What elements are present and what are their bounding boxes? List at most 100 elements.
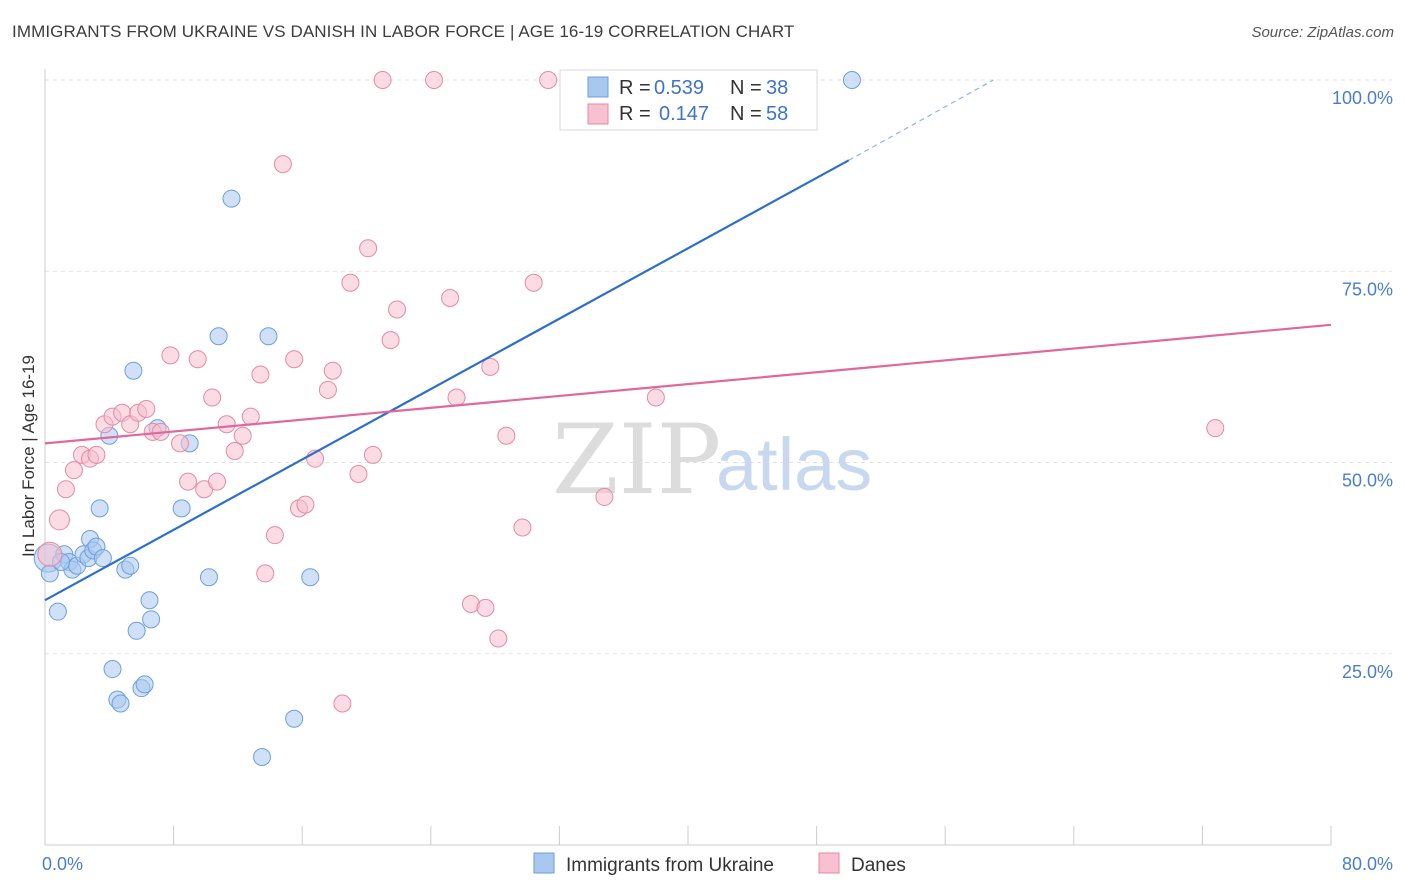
danes-point	[323, 361, 342, 380]
ukraine-point	[301, 568, 320, 587]
danes-point	[285, 350, 304, 369]
series-ukraine-points	[33, 71, 861, 767]
ukraine-point	[124, 361, 143, 380]
legend-r-label: R =	[619, 103, 651, 125]
danes-point	[646, 388, 665, 407]
danes-point	[296, 495, 315, 514]
legend-swatch-ukraine	[587, 76, 609, 98]
ukraine-point	[121, 556, 140, 575]
ukraine-point	[172, 499, 191, 518]
danes-point	[56, 480, 75, 499]
danes-point	[48, 509, 70, 531]
ukraine-point	[111, 694, 130, 713]
x-tick-label: 0.0%	[42, 854, 83, 874]
danes-point	[441, 289, 460, 308]
chart-title: IMMIGRANTS FROM UKRAINE VS DANISH IN LAB…	[12, 22, 795, 41]
danes-point	[203, 388, 222, 407]
ukraine-point	[285, 709, 304, 728]
danes-point	[137, 399, 156, 418]
danes-point	[489, 629, 508, 648]
bottom-legend-swatch-ukraine	[533, 852, 555, 874]
grid-lines	[45, 79, 1392, 655]
bottom-legend-label-ukraine: Immigrants from Ukraine	[566, 855, 774, 876]
danes-point	[524, 273, 543, 292]
ukraine-point	[142, 610, 161, 629]
bottom-legend-label-danes: Danes	[851, 855, 906, 876]
ukraine-point	[140, 591, 159, 610]
danes-point	[273, 155, 292, 174]
y-tick-label: 25.0%	[1342, 662, 1393, 682]
danes-regression-line	[44, 323, 1332, 445]
ukraine-point	[199, 568, 218, 587]
danes-point	[37, 541, 63, 567]
ukraine-regression-line	[44, 159, 850, 602]
danes-point	[208, 472, 227, 491]
x-tick-label: 80.0%	[1342, 854, 1393, 874]
danes-point	[447, 388, 466, 407]
danes-point	[349, 464, 368, 483]
danes-point	[265, 526, 284, 545]
bottom-legend-swatch-danes	[818, 852, 840, 874]
danes-point	[1206, 419, 1225, 438]
danes-point	[161, 346, 180, 365]
danes-point	[497, 426, 516, 445]
ukraine-point	[222, 189, 241, 208]
ukraine-point	[209, 327, 228, 346]
danes-point	[64, 461, 83, 480]
danes-point	[251, 365, 270, 384]
danes-point	[217, 415, 236, 434]
watermark-zip: ZIP	[552, 404, 721, 516]
danes-point	[333, 694, 352, 713]
legend-n-value: 38	[766, 77, 788, 99]
y-tick-label: 50.0%	[1342, 471, 1393, 491]
danes-point	[476, 598, 495, 617]
watermark: ZIP atlas	[552, 404, 872, 516]
legend-n-label: N =	[730, 103, 762, 125]
legend-swatch-danes	[587, 103, 609, 125]
legend-r-label: R =	[619, 77, 651, 99]
ukraine-point	[103, 660, 122, 679]
danes-point	[359, 239, 378, 258]
ukraine-point	[259, 327, 278, 346]
danes-point	[513, 518, 532, 537]
danes-point	[233, 426, 252, 445]
danes-point	[341, 273, 360, 292]
danes-point	[241, 407, 260, 426]
series-danes-points	[37, 71, 1225, 713]
regression-lines	[44, 79, 1332, 602]
legend-n-label: N =	[730, 77, 762, 99]
legend-n-value: 58	[766, 103, 788, 125]
danes-point	[171, 434, 190, 453]
axes	[44, 69, 1332, 846]
danes-point	[87, 445, 106, 464]
danes-point	[539, 71, 558, 89]
ukraine-point	[127, 621, 146, 640]
watermark-atlas: atlas	[716, 423, 872, 506]
ukraine-point	[90, 499, 109, 518]
danes-point	[318, 380, 337, 399]
danes-point	[373, 71, 392, 89]
danes-point	[225, 442, 244, 461]
danes-point	[425, 71, 444, 89]
ukraine-point	[842, 71, 861, 89]
danes-point	[188, 350, 207, 369]
ukraine-point	[48, 602, 67, 621]
bottom-legend: Immigrants from Ukraine Danes	[533, 852, 906, 876]
legend: R = 0.539 N = 38 R = 0.147 N = 58	[559, 69, 818, 131]
danes-point	[481, 357, 500, 376]
ukraine-point	[253, 748, 272, 767]
y-tick-label: 100.0%	[1332, 88, 1393, 108]
y-axis-tick-labels: 25.0% 50.0% 75.0% 100.0%	[1332, 88, 1393, 682]
legend-r-value: 0.539	[654, 77, 704, 99]
danes-point	[388, 300, 407, 319]
x-axis-tick-labels: 0.0% 80.0%	[42, 854, 1393, 874]
ukraine-point	[93, 549, 112, 568]
legend-r-value: 0.147	[659, 103, 709, 125]
y-axis-title: In Labor Force | Age 16-19	[19, 355, 38, 557]
danes-point	[256, 564, 275, 583]
y-tick-label: 75.0%	[1342, 279, 1393, 299]
ukraine-regression-extension	[848, 79, 994, 161]
danes-point	[363, 445, 382, 464]
danes-point	[179, 472, 198, 491]
